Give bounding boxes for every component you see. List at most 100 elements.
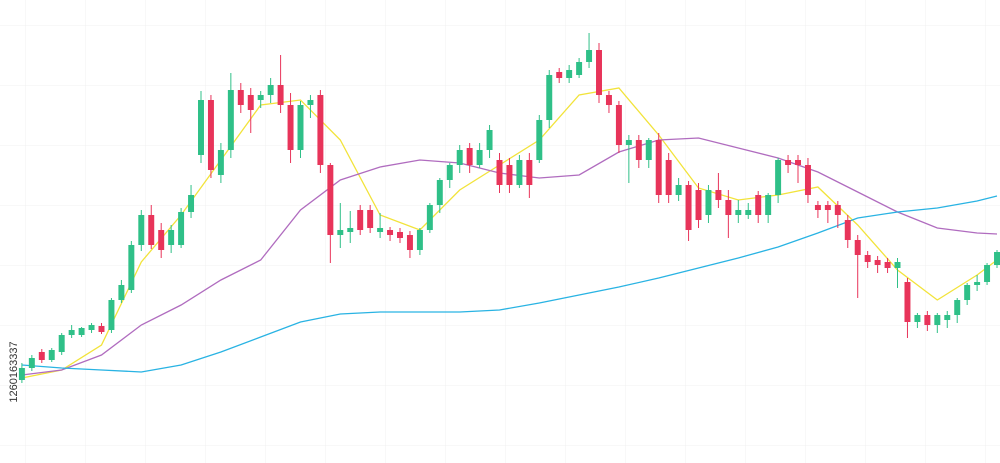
candle-body	[546, 75, 553, 120]
candle-body	[416, 230, 423, 250]
candle-body	[934, 315, 941, 325]
candle-body	[88, 325, 95, 330]
watermark-id: 1260163337	[8, 341, 20, 402]
candle-body	[297, 105, 304, 150]
candle-body	[596, 50, 602, 95]
candle-body	[785, 160, 792, 165]
candle-body	[715, 190, 722, 200]
candle-body	[237, 90, 244, 105]
candles	[18, 33, 1000, 383]
candle-body	[834, 205, 841, 215]
candle-body	[924, 315, 931, 325]
candle-body	[78, 328, 85, 335]
candle-body	[327, 165, 334, 235]
candle-body	[247, 95, 254, 110]
candle-body	[695, 190, 702, 220]
candle-body	[615, 105, 622, 145]
candle-body	[357, 210, 364, 230]
candle-body	[795, 160, 801, 165]
candle-body	[287, 105, 294, 150]
candle-body	[178, 212, 185, 245]
candle-body	[625, 140, 632, 145]
candle-body	[765, 195, 772, 215]
candle-body	[207, 100, 214, 170]
candle-body	[496, 160, 503, 185]
candle-body	[745, 210, 752, 215]
candle-body	[974, 282, 981, 285]
candle-body	[456, 150, 463, 165]
candle-body	[58, 335, 65, 352]
candle-body	[775, 160, 782, 195]
candle-body	[406, 235, 413, 250]
candle-body	[665, 160, 672, 195]
candle-body	[158, 230, 165, 250]
candle-body	[486, 130, 493, 150]
candle-body	[337, 230, 344, 235]
candle-body	[735, 210, 742, 215]
candle-body	[257, 95, 264, 100]
moving-average-line	[21, 87, 998, 379]
candle-body	[994, 252, 1000, 265]
candle-body	[108, 300, 115, 330]
candle-body	[944, 315, 951, 320]
candle-body	[506, 165, 513, 185]
candle-body	[397, 232, 403, 238]
candle-body	[128, 245, 135, 290]
candle-body	[984, 265, 991, 282]
candle-body	[516, 160, 523, 185]
candle-body	[804, 165, 811, 195]
candle-body	[954, 300, 961, 315]
candle-body	[377, 228, 384, 232]
candle-body	[168, 230, 175, 245]
candle-body	[884, 262, 891, 268]
candle-body	[426, 205, 433, 230]
candle-body	[48, 350, 55, 360]
candle-body	[605, 95, 612, 105]
candle-body	[536, 120, 543, 160]
candle-body	[864, 255, 871, 262]
candle-body	[18, 368, 25, 380]
candle-body	[964, 285, 971, 300]
candle-body	[367, 210, 374, 228]
moving-average-line	[21, 195, 998, 373]
candle-body	[28, 358, 35, 368]
candle-body	[914, 315, 921, 322]
candle-body	[675, 185, 682, 195]
candle-body	[138, 215, 145, 245]
candle-body	[844, 220, 851, 240]
candle-body	[317, 95, 324, 165]
candle-body	[217, 150, 224, 175]
candle-body	[98, 326, 105, 332]
candle-body	[347, 228, 354, 232]
candle-body	[526, 160, 533, 185]
candle-body	[436, 180, 443, 205]
candle-body	[645, 140, 652, 160]
candle-body	[635, 140, 642, 160]
candle-body	[446, 165, 453, 180]
candle-body	[874, 260, 881, 265]
candle-body	[38, 352, 45, 360]
candle-body	[894, 262, 901, 268]
candle-body	[556, 72, 563, 78]
candle-body	[188, 195, 195, 212]
candle-body	[904, 282, 911, 322]
candle-body	[705, 190, 712, 215]
candle-body	[118, 285, 125, 300]
candle-body	[854, 240, 861, 255]
candle-body	[725, 200, 732, 215]
candle-body	[576, 62, 583, 75]
candle-body	[68, 330, 75, 335]
candle-body	[476, 150, 483, 165]
candle-body	[148, 215, 155, 245]
candle-body	[655, 140, 662, 195]
candle-body	[198, 100, 204, 155]
candle-body	[387, 230, 394, 235]
candle-body	[466, 148, 473, 165]
candle-body	[267, 85, 274, 95]
candle-body	[824, 205, 831, 210]
candle-body	[814, 205, 821, 210]
candle-body	[755, 195, 762, 215]
candle-body	[277, 85, 284, 105]
candle-body	[566, 70, 573, 78]
